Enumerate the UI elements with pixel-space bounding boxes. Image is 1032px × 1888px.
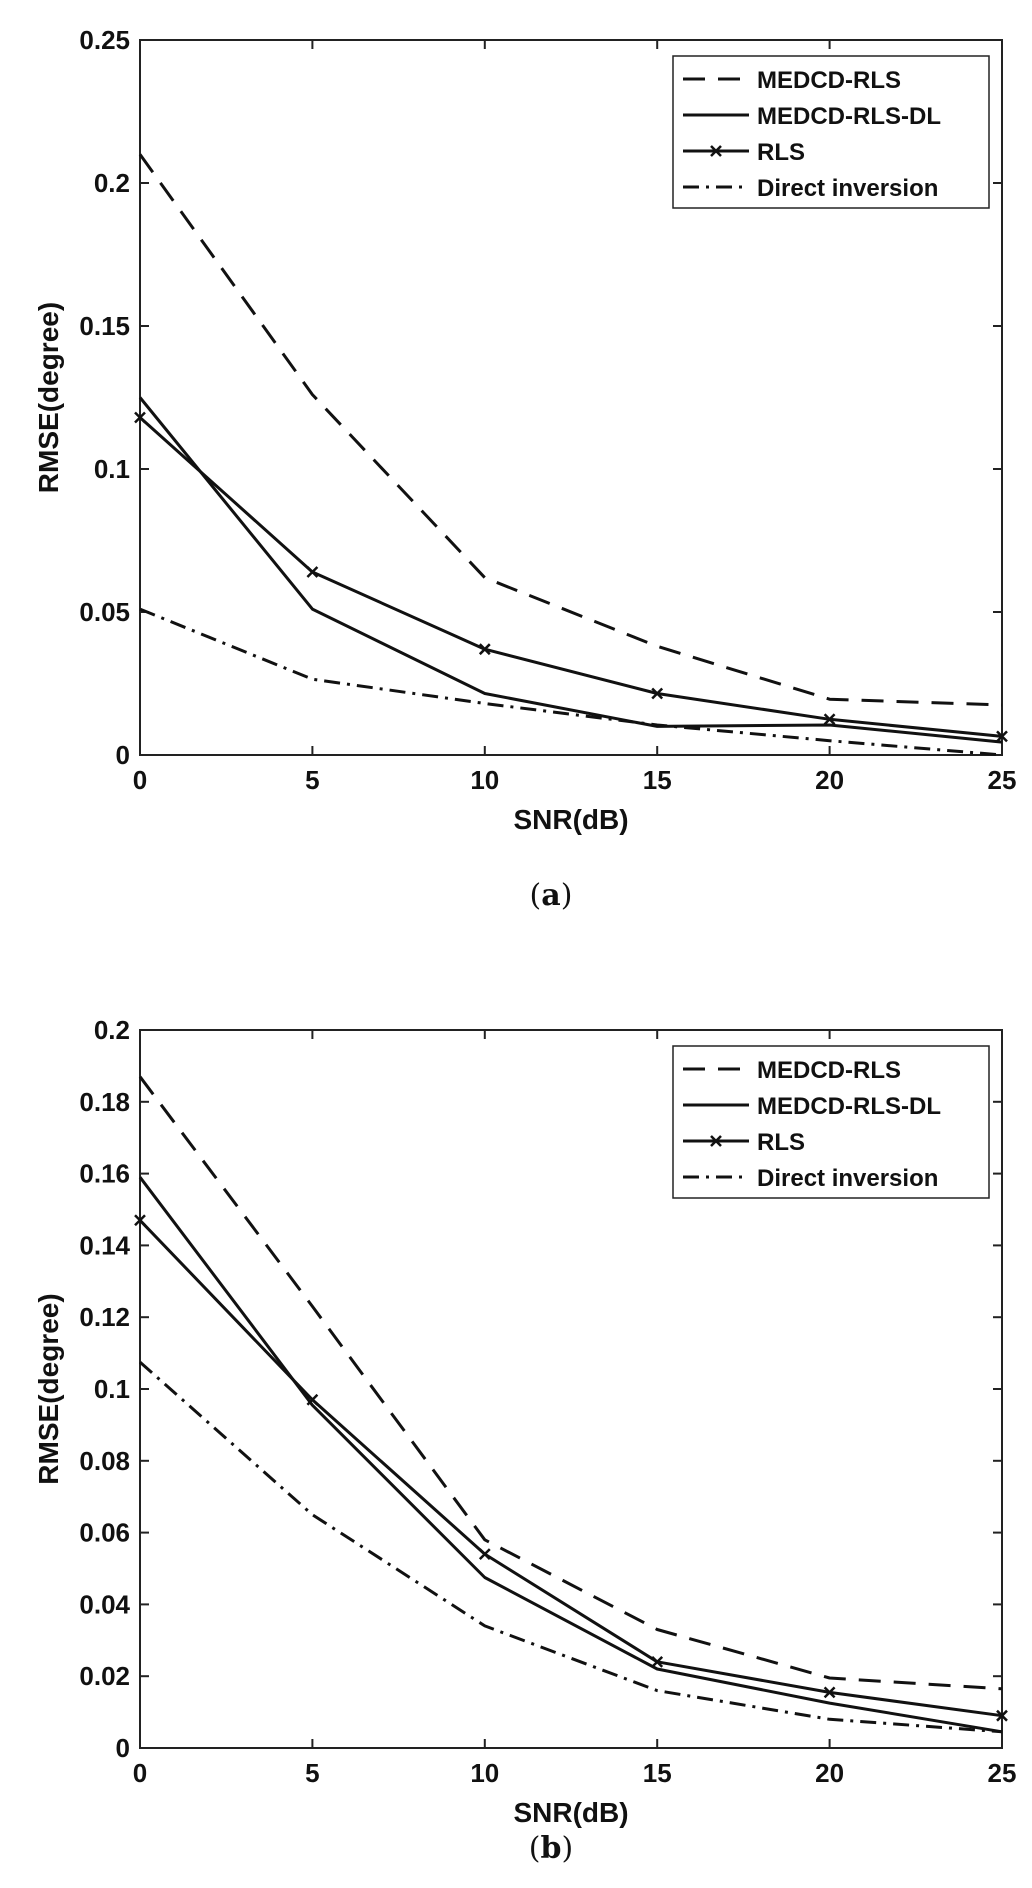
legend-marker [710,1135,722,1147]
series-line-rls [138,416,1003,738]
y-tick-label: 0.14 [79,1230,130,1260]
y-axis-title: RMSE(degree) [33,302,64,493]
legend: MEDCD-RLS MEDCD-RLS-DL RLS Direct inversion [672,1045,990,1199]
legend: MEDCD-RLS MEDCD-RLS-DL RLS Direct inversion [672,55,990,209]
chart-panel-a: 0 5 10 15 20 25 0 0.05 0.1 0.15 0.2 0.25 SNR(dB) RMSE… [33,25,1016,913]
data-point-marker [651,687,664,700]
panel-caption: (a) [530,878,573,913]
data-point-marker [478,1548,491,1561]
caption-letter: b [541,1831,562,1866]
y-tick-label: 0.25 [79,25,130,55]
y-tick-label: 0.08 [79,1446,130,1476]
y-tick-label: 0.1 [94,454,130,484]
data-point-marker [823,1686,836,1699]
series-line-rls [138,1219,1003,1718]
legend-label: MEDCD-RLS [757,1057,901,1084]
x-tick-label: 15 [643,1758,672,1788]
series-line-direct-inversion [139,607,1003,757]
data-point-marker [651,1655,664,1668]
series-line-medcd-rls-dl [138,1176,1003,1734]
x-tick-label: 0 [133,1758,147,1788]
y-tick-label: 0.18 [79,1087,130,1117]
legend-label: RLS [757,1129,805,1156]
data-point-marker [996,730,1008,743]
x-tick-label: 25 [988,1758,1017,1788]
data-point-marker [134,1214,146,1227]
caption-paren-close: ) [561,1831,573,1866]
y-tick-label: 0 [116,740,130,770]
y-tick-label: 0.12 [79,1302,130,1332]
y-tick-label: 0.04 [79,1589,130,1619]
caption-paren-open: ( [530,878,542,913]
data-point-marker [996,1709,1008,1722]
series-line-medcd-rls [138,1075,1003,1691]
x-tick-label: 0 [133,765,147,795]
legend-label: Direct inversion [757,1165,938,1192]
legend-box [672,55,990,209]
x-tick-label: 5 [305,765,319,795]
y-tick-label: 0.02 [79,1661,130,1691]
data-point-marker [306,566,319,578]
y-axis-title: RMSE(degree) [33,1293,64,1484]
y-tick-label: 0.16 [79,1159,130,1189]
legend-label: MEDCD-RLS [757,67,901,94]
y-tick-label: 0.05 [79,597,130,627]
series-line-direct-inversion [139,1360,1003,1734]
legend-label: RLS [757,139,805,166]
y-tick-label: 0.2 [94,1015,130,1045]
panel-caption: (b) [529,1831,573,1866]
y-tick-label: 0.06 [79,1518,130,1548]
caption-letter: a [541,878,560,913]
legend-label: MEDCD-RLS-DL [757,1093,941,1120]
series-line-medcd-rls-dl [138,396,1003,744]
x-tick-label: 25 [988,765,1017,795]
x-tick-label: 20 [815,1758,844,1788]
x-tick-label: 10 [470,1758,499,1788]
legend-label: Direct inversion [757,175,938,202]
chart-panel-b: 0 5 10 15 20 25 0 0.02 0.04 0.06 0.08 0.1 0.12 0.14 0.… [33,1015,1016,1866]
x-tick-label: 5 [305,1758,319,1788]
x-tick-label: 10 [470,765,499,795]
data-point-marker [478,643,491,656]
y-tick-label: 0.2 [94,168,130,198]
caption-paren-close: ) [561,878,573,913]
legend-marker [710,145,722,157]
series-line-medcd-rls [138,153,1003,707]
data-point-marker [134,411,146,424]
y-tick-label: 0.1 [94,1374,130,1404]
legend-box [672,1045,990,1199]
x-axis-title: SNR(dB) [513,804,628,835]
legend-label: MEDCD-RLS-DL [757,103,941,130]
y-tick-label: 0.15 [79,311,130,341]
data-point-marker [306,1393,319,1406]
x-axis-title: SNR(dB) [513,1797,628,1828]
y-tick-label: 0 [116,1733,130,1763]
caption-paren-open: ( [529,1831,541,1866]
data-point-marker [823,713,836,726]
x-tick-label: 15 [643,765,672,795]
x-tick-label: 20 [815,765,844,795]
